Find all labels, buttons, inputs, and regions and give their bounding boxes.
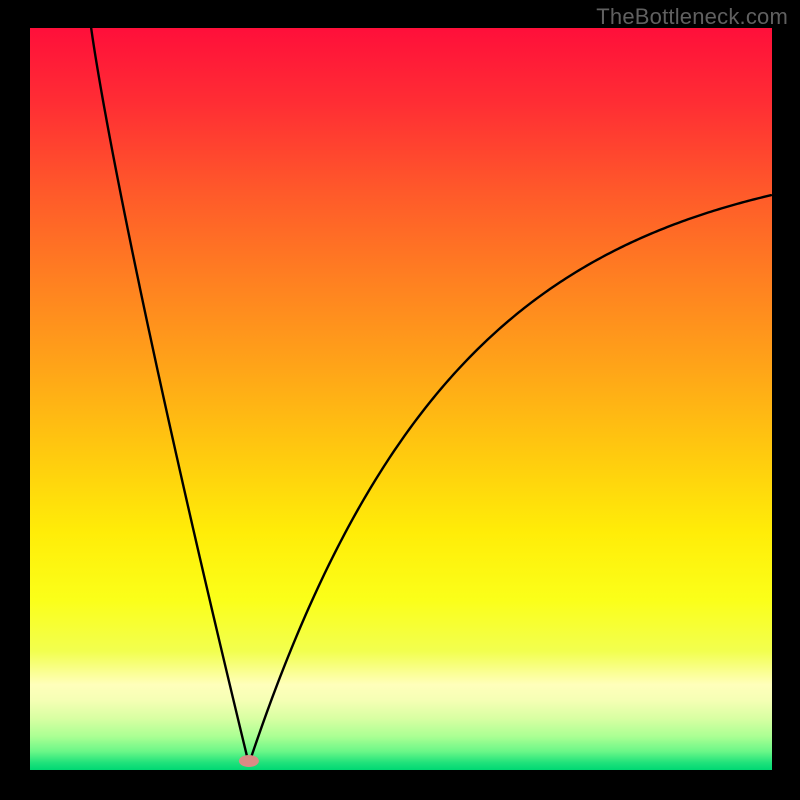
watermark-text: TheBottleneck.com [596, 4, 788, 30]
bottleneck-chart [0, 0, 800, 800]
optimal-point-marker [239, 755, 259, 767]
chart-container: TheBottleneck.com [0, 0, 800, 800]
plot-background [30, 28, 772, 770]
